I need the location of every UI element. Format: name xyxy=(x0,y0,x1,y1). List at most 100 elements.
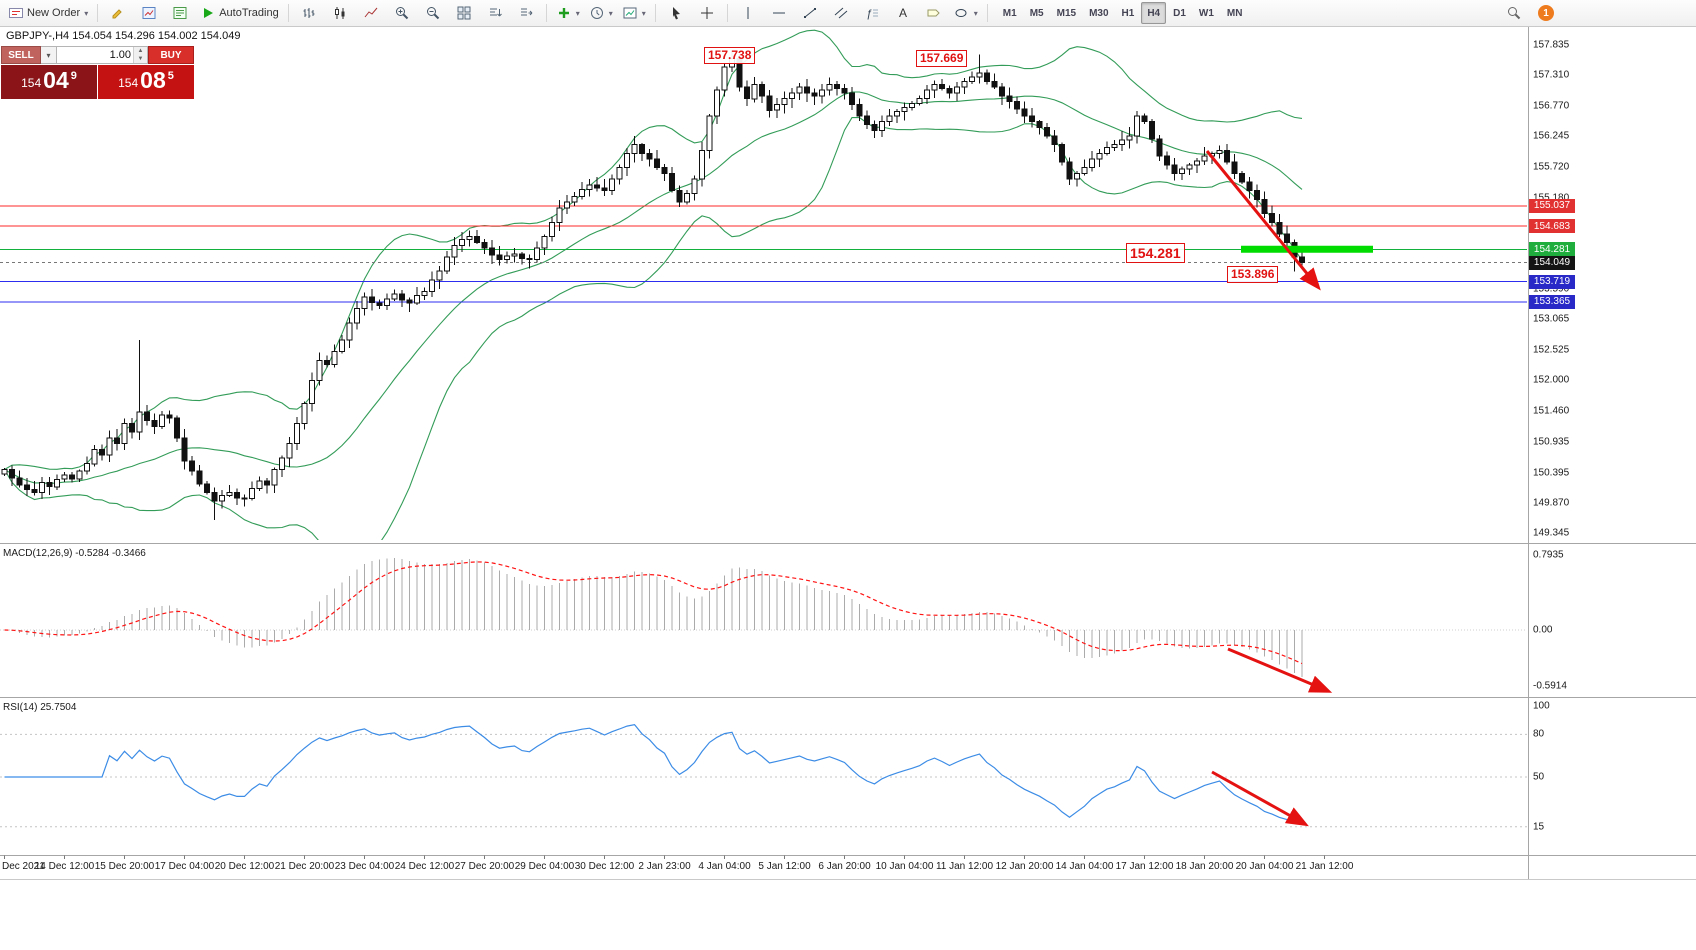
text-tool-button[interactable]: A xyxy=(888,1,918,25)
chevron-down-icon: ▾ xyxy=(608,8,613,18)
timeframe-d1[interactable]: D1 xyxy=(1173,7,1186,19)
timeframe-m15[interactable]: M15 xyxy=(1056,7,1077,19)
text-icon: A xyxy=(899,6,907,20)
red-arrow xyxy=(1211,770,1309,827)
sell-button[interactable]: SELL xyxy=(1,46,41,64)
spinner-down-icon[interactable]: ▼ xyxy=(134,55,147,63)
metaeditor-icon xyxy=(112,9,122,19)
crosshair-button[interactable] xyxy=(692,1,722,25)
data-window-icon xyxy=(173,7,187,19)
tile-windows-button[interactable] xyxy=(449,1,479,25)
chart-title-ohlc: GBPJPY-,H4 154.054 154.296 154.002 154.0… xyxy=(6,30,241,42)
trend-arrows[interactable] xyxy=(1205,150,1333,827)
fibonacci-button[interactable]: ƒ xyxy=(857,1,887,25)
new-chart-icon xyxy=(558,8,569,18)
timeframe-h4[interactable]: H4 xyxy=(1141,2,1167,24)
channel-button[interactable] xyxy=(826,1,856,25)
svg-text:A: A xyxy=(899,6,907,20)
horizontal-lines[interactable] xyxy=(0,205,1527,303)
chevron-down-icon: ▾ xyxy=(575,8,580,18)
chart-shift-button[interactable] xyxy=(511,1,541,25)
autotrading-label: AutoTrading xyxy=(219,7,279,19)
bollinger-bands xyxy=(4,29,1303,540)
ask-price-box[interactable]: 154 08 5 xyxy=(98,65,194,99)
toolbar: New Order ▾ AutoTrading ▾ xyxy=(0,0,1696,27)
bid-price-box[interactable]: 154 04 9 xyxy=(1,65,97,99)
candlestick-series xyxy=(1,50,1305,521)
ask-superscript: 5 xyxy=(167,70,174,82)
separator xyxy=(986,4,988,22)
spinner-up-icon[interactable]: ▲ xyxy=(134,47,147,55)
timeframe-m5[interactable]: M5 xyxy=(1029,7,1044,19)
search-icon xyxy=(1508,7,1521,20)
line-chart-icon xyxy=(364,7,378,18)
volume-field[interactable]: 1.00 ▲ ▼ xyxy=(57,46,148,64)
periods-button[interactable]: ▾ xyxy=(585,1,617,25)
buy-button[interactable]: BUY xyxy=(148,46,194,64)
ask-big-digits: 08 xyxy=(140,67,166,93)
crosshair-icon xyxy=(700,7,713,19)
time-axis-ticks xyxy=(4,855,1325,859)
timeframe-m1[interactable]: M1 xyxy=(1002,7,1017,19)
pane-borders xyxy=(0,26,1696,880)
zoom-in-icon xyxy=(395,7,408,20)
new-order-button[interactable]: New Order ▾ xyxy=(4,1,92,25)
macd-histogram xyxy=(11,558,1303,677)
chevron-down-icon: ▾ xyxy=(973,8,978,18)
autotrading-button[interactable]: AutoTrading xyxy=(196,1,283,25)
market-watch-icon xyxy=(142,7,156,19)
macd-label: MACD(12,26,9) -0.5284 -0.3466 xyxy=(3,548,146,559)
timeframe-h1[interactable]: H1 xyxy=(1121,7,1135,19)
candlestick-chart-button[interactable] xyxy=(325,1,355,25)
rsi-line xyxy=(4,723,1303,825)
candlestick-icon xyxy=(334,7,345,19)
market-watch-button[interactable] xyxy=(134,1,164,25)
toolbar-right-group: 1 xyxy=(1499,1,1554,25)
cursor-button[interactable] xyxy=(661,1,691,25)
vertical-line-icon xyxy=(747,7,749,19)
volume-preset-dropdown[interactable]: ▾ xyxy=(41,46,57,64)
volume-value[interactable]: 1.00 xyxy=(109,49,131,61)
shapes-button[interactable]: ▾ xyxy=(950,1,982,25)
templates-button[interactable]: ▾ xyxy=(618,1,650,25)
volume-stepper[interactable]: ▲ ▼ xyxy=(133,47,147,63)
bid-big-digits: 04 xyxy=(43,67,69,93)
trendline-button[interactable] xyxy=(795,1,825,25)
auto-scroll-button[interactable] xyxy=(480,1,510,25)
separator xyxy=(654,4,656,22)
svg-text:ƒ: ƒ xyxy=(866,8,872,20)
new-chart-button[interactable]: ▾ xyxy=(552,1,584,25)
line-chart-button[interactable] xyxy=(356,1,386,25)
rsi-level-lines xyxy=(0,733,1527,828)
timeframe-m30[interactable]: M30 xyxy=(1089,7,1109,19)
search-button[interactable] xyxy=(1499,1,1529,25)
autotrading-play-icon xyxy=(204,8,214,18)
zoom-out-icon xyxy=(426,7,439,20)
timeframe-w1[interactable]: W1 xyxy=(1198,7,1214,19)
rsi-label: RSI(14) 25.7504 xyxy=(3,702,77,713)
bar-chart-button[interactable] xyxy=(294,1,324,25)
metaeditor-button[interactable] xyxy=(103,1,133,25)
data-window-button[interactable] xyxy=(165,1,195,25)
vertical-line-button[interactable] xyxy=(733,1,763,25)
trendline-icon xyxy=(803,8,816,18)
separator xyxy=(97,4,99,22)
shapes-icon xyxy=(955,9,967,17)
chevron-down-icon: ▾ xyxy=(641,8,646,18)
timeframe-mn[interactable]: MN xyxy=(1226,7,1243,19)
label-icon xyxy=(927,9,940,17)
timeframe-buttons: M1 M5 M15 M30 H1 H4 D1 W1 MN xyxy=(997,2,1249,24)
notification-badge[interactable]: 1 xyxy=(1538,5,1554,21)
new-order-label: New Order xyxy=(27,7,81,19)
separator xyxy=(726,4,728,22)
red-arrow xyxy=(1227,647,1333,693)
zoom-in-button[interactable] xyxy=(387,1,417,25)
red-arrow xyxy=(1205,150,1321,291)
chart-shift-icon xyxy=(520,8,533,16)
zoom-out-button[interactable] xyxy=(418,1,448,25)
auto-scroll-icon xyxy=(489,8,502,17)
label-tool-button[interactable] xyxy=(919,1,949,25)
horizontal-line-button[interactable] xyxy=(764,1,794,25)
